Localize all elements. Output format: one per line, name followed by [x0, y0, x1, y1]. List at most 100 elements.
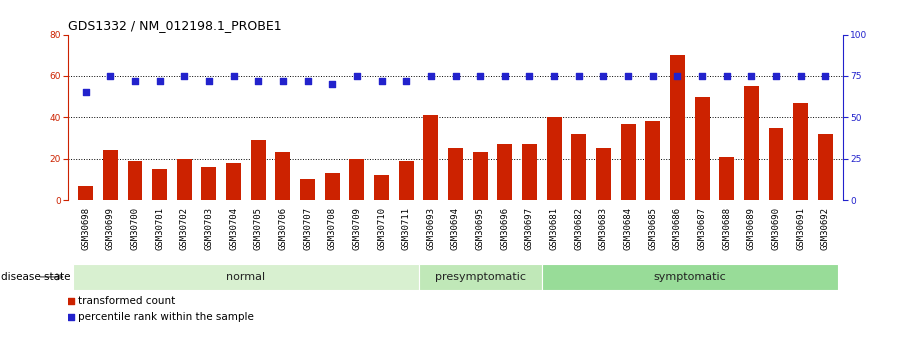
Point [473, 73, 487, 79]
Point [424, 73, 438, 79]
Text: presymptomatic: presymptomatic [435, 272, 526, 282]
Point [720, 73, 734, 79]
Bar [399, 161, 414, 200]
Point [646, 73, 660, 79]
Text: GSM30689: GSM30689 [747, 207, 756, 250]
Bar [695, 97, 710, 200]
Bar [547, 117, 561, 200]
Point [448, 73, 463, 79]
Text: GSM30695: GSM30695 [476, 207, 485, 250]
Text: GSM30684: GSM30684 [624, 207, 632, 250]
Bar [497, 144, 512, 200]
Text: GSM30694: GSM30694 [451, 207, 460, 250]
Text: disease state: disease state [1, 272, 70, 282]
Point [695, 73, 710, 79]
Text: normal: normal [226, 272, 265, 282]
Point [497, 73, 512, 79]
Text: percentile rank within the sample: percentile rank within the sample [78, 313, 254, 322]
Point [251, 78, 265, 83]
Text: GSM30688: GSM30688 [722, 207, 732, 250]
Text: GSM30696: GSM30696 [500, 207, 509, 250]
Point [744, 73, 759, 79]
Point [399, 78, 414, 83]
Bar [251, 140, 266, 200]
Bar [744, 86, 759, 200]
Text: GSM30707: GSM30707 [303, 207, 312, 250]
Point [177, 73, 191, 79]
Bar [720, 157, 734, 200]
Text: GDS1332 / NM_012198.1_PROBE1: GDS1332 / NM_012198.1_PROBE1 [68, 19, 281, 32]
Point [152, 78, 167, 83]
Text: GSM30706: GSM30706 [279, 207, 287, 250]
Text: GSM30697: GSM30697 [525, 207, 534, 250]
Point [64, 298, 78, 304]
Text: GSM30700: GSM30700 [130, 207, 139, 250]
Text: GSM30710: GSM30710 [377, 207, 386, 250]
Bar [620, 124, 636, 200]
Bar [418, 264, 542, 290]
Point [325, 81, 340, 87]
Text: GSM30705: GSM30705 [253, 207, 262, 250]
Point [620, 73, 635, 79]
Bar [542, 264, 838, 290]
Bar [424, 115, 438, 200]
Text: GSM30692: GSM30692 [821, 207, 830, 250]
Text: GSM30709: GSM30709 [353, 207, 362, 250]
Bar [226, 163, 241, 200]
Text: transformed count: transformed count [78, 296, 176, 306]
Point [547, 73, 561, 79]
Point [201, 78, 216, 83]
Text: GSM30686: GSM30686 [673, 207, 682, 250]
Bar [793, 103, 808, 200]
Point [596, 73, 610, 79]
Bar [670, 55, 685, 200]
Point [226, 73, 241, 79]
Point [276, 78, 291, 83]
Bar [201, 167, 216, 200]
Point [350, 73, 364, 79]
Point [670, 73, 685, 79]
Text: GSM30693: GSM30693 [426, 207, 435, 250]
Bar [177, 159, 191, 200]
Bar [571, 134, 586, 200]
Point [793, 73, 808, 79]
Point [301, 78, 315, 83]
Text: GSM30701: GSM30701 [155, 207, 164, 250]
Text: GSM30691: GSM30691 [796, 207, 805, 250]
Bar [522, 144, 537, 200]
Bar [103, 150, 118, 200]
Text: GSM30681: GSM30681 [549, 207, 558, 250]
Point [522, 73, 537, 79]
Text: symptomatic: symptomatic [653, 272, 726, 282]
Point [769, 73, 783, 79]
Text: GSM30704: GSM30704 [229, 207, 238, 250]
Bar [78, 186, 93, 200]
Bar [448, 148, 463, 200]
Bar [645, 121, 660, 200]
Bar [300, 179, 315, 200]
Bar [818, 134, 833, 200]
Bar [769, 128, 783, 200]
Bar [473, 152, 487, 200]
Point [128, 78, 142, 83]
Point [103, 73, 118, 79]
Point [374, 78, 389, 83]
Bar [275, 152, 291, 200]
Bar [325, 173, 340, 200]
Text: GSM30687: GSM30687 [698, 207, 707, 250]
Text: GSM30698: GSM30698 [81, 207, 90, 250]
Text: GSM30708: GSM30708 [328, 207, 337, 250]
Bar [152, 169, 167, 200]
Point [64, 315, 78, 320]
Point [571, 73, 586, 79]
Point [78, 90, 93, 95]
Text: GSM30682: GSM30682 [574, 207, 583, 250]
Bar [350, 159, 364, 200]
Bar [128, 161, 142, 200]
Text: GSM30683: GSM30683 [599, 207, 608, 250]
Bar [596, 148, 611, 200]
Text: GSM30699: GSM30699 [106, 207, 115, 250]
Text: GSM30690: GSM30690 [772, 207, 781, 250]
Text: GSM30685: GSM30685 [649, 207, 658, 250]
Bar [73, 264, 418, 290]
